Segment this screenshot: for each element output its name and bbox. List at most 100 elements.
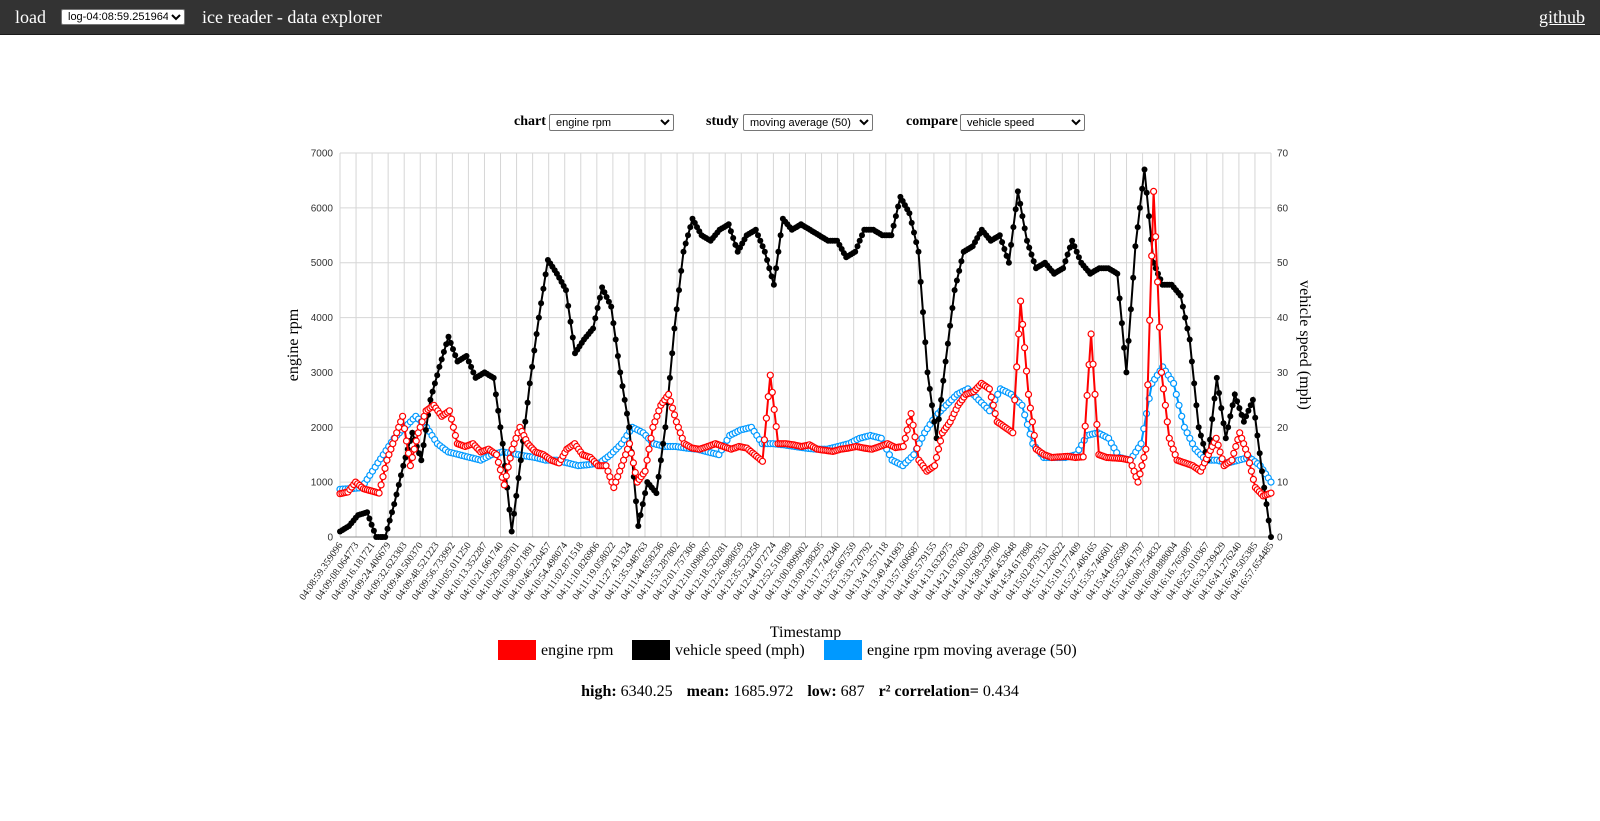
data-point-speed — [1188, 358, 1195, 365]
study-select[interactable]: moving average (50) — [743, 114, 873, 131]
data-point-speed — [594, 305, 601, 311]
data-point-speed — [727, 228, 734, 235]
data-point-rpm — [1163, 418, 1171, 426]
data-point-rpm — [1146, 316, 1154, 324]
data-point-speed — [766, 265, 773, 272]
data-point-speed — [601, 289, 608, 296]
data-point-rpm — [1151, 233, 1160, 241]
data-point-speed — [495, 407, 502, 414]
data-point-ma — [1267, 478, 1275, 486]
data-point-speed — [764, 257, 771, 263]
data-point-speed — [1236, 405, 1243, 412]
y-right-tick-label: 40 — [1277, 313, 1289, 324]
data-point-speed — [1191, 380, 1198, 387]
data-point-speed — [1075, 254, 1082, 261]
data-point-speed — [596, 294, 603, 301]
data-point-rpm — [1218, 455, 1226, 463]
data-point-speed — [1225, 424, 1232, 431]
data-point-rpm — [375, 489, 383, 497]
data-point-speed — [1121, 344, 1128, 351]
y-right-tick-label: 30 — [1277, 368, 1289, 379]
data-point-speed — [755, 232, 761, 239]
data-point-rpm — [1016, 297, 1025, 305]
mean-value: 1685.972 — [733, 683, 794, 700]
data-point-ma — [1180, 423, 1189, 431]
data-point-rpm — [445, 407, 454, 415]
data-point-speed — [535, 314, 542, 321]
data-point-rpm — [1214, 441, 1222, 449]
legend-label: engine rpm moving average (50) — [867, 642, 1077, 659]
data-point-speed — [431, 380, 438, 387]
data-point-speed — [953, 277, 960, 284]
data-point-speed — [768, 273, 775, 280]
data-point-speed — [450, 346, 456, 353]
data-point-speed — [761, 248, 768, 255]
data-point-rpm — [1228, 456, 1236, 464]
data-point-rpm — [647, 434, 655, 442]
chart-select[interactable]: engine rpm — [549, 114, 674, 131]
data-point-speed — [418, 457, 425, 464]
study-select-label: study — [706, 114, 739, 129]
data-point-speed — [1130, 274, 1137, 281]
data-point-speed — [529, 363, 536, 370]
data-point-speed — [770, 281, 777, 288]
data-point-speed — [662, 424, 669, 431]
legend-swatch — [632, 640, 670, 660]
data-point-speed — [567, 318, 574, 325]
data-point-speed — [639, 501, 646, 508]
data-point-ma — [1183, 429, 1191, 437]
data-point-rpm — [760, 436, 769, 444]
data-point-speed — [1252, 414, 1259, 421]
data-point-speed — [1125, 337, 1132, 344]
data-point-rpm — [1140, 453, 1148, 462]
data-point-ma — [918, 434, 926, 442]
load-link[interactable]: load — [15, 7, 46, 27]
data-point-rpm — [1249, 475, 1258, 483]
legend-swatch — [498, 640, 536, 660]
data-point-speed — [1060, 265, 1067, 272]
data-point-rpm — [1245, 459, 1254, 467]
data-point-rpm — [1079, 453, 1087, 461]
data-point-ma — [1021, 411, 1029, 419]
github-link[interactable]: github — [1538, 7, 1585, 27]
data-point-rpm — [1018, 320, 1027, 328]
data-point-speed — [1220, 420, 1227, 427]
data-point-speed — [935, 416, 942, 423]
data-point-speed — [856, 237, 863, 244]
data-point-speed — [463, 353, 470, 359]
data-point-speed — [1030, 258, 1037, 265]
data-point-ma — [1178, 412, 1186, 420]
data-point-rpm — [1030, 431, 1038, 440]
data-point-speed — [1240, 418, 1247, 425]
data-point-speed — [1021, 225, 1028, 232]
correlation-value: 0.434 — [982, 683, 1019, 700]
data-point-rpm — [381, 464, 389, 472]
data-point-rpm — [400, 425, 409, 433]
data-point-rpm — [412, 437, 420, 445]
y-left-tick-label: 2000 — [311, 423, 334, 434]
compare-select[interactable]: vehicle speed — [960, 114, 1085, 131]
data-point-rpm — [991, 410, 999, 418]
y-left-tick-label: 6000 — [311, 203, 334, 214]
data-point-speed — [680, 248, 687, 255]
data-point-speed — [1003, 252, 1010, 259]
data-point-speed — [1026, 244, 1033, 251]
data-point-speed — [364, 509, 371, 516]
data-point-speed — [605, 298, 612, 305]
data-point-speed — [1186, 336, 1193, 343]
data-point-rpm — [1011, 396, 1019, 404]
log-select[interactable]: log-04:08:59.251964 — [61, 9, 185, 25]
data-point-speed — [1073, 248, 1080, 255]
data-point-rpm — [645, 445, 653, 453]
data-point-rpm — [666, 397, 675, 405]
data-point-rpm — [627, 449, 636, 457]
data-point-speed — [669, 350, 676, 357]
data-point-speed — [759, 243, 766, 250]
data-point-speed — [563, 287, 569, 294]
data-point-speed — [398, 472, 404, 479]
data-point-ma — [1172, 390, 1180, 398]
data-point-speed — [370, 527, 377, 534]
data-point-rpm — [664, 390, 673, 398]
data-point-speed — [657, 457, 664, 464]
data-point-rpm — [406, 462, 414, 470]
